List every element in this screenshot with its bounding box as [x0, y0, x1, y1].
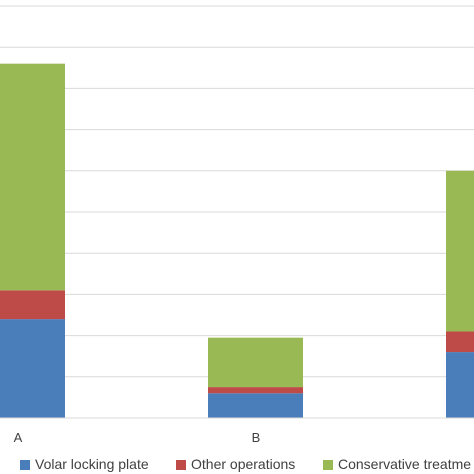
- bar-segment-3-series-3: [446, 170, 474, 332]
- legend-swatch-other: [176, 460, 186, 470]
- bar-segment-3-series-1: [446, 352, 474, 418]
- bar-segment-2-series-2: [208, 387, 303, 394]
- legend-label-conservative: Conservative treatme: [338, 456, 472, 472]
- bar-segment-1-series-3: [0, 63, 65, 291]
- bar-segment-2-series-1: [208, 393, 303, 418]
- category-label-a: A: [14, 430, 23, 445]
- bar-segment-1-series-1: [0, 319, 65, 418]
- category-label-b: B: [252, 430, 261, 445]
- legend-item-conservative: Conservative treatme: [323, 455, 471, 473]
- legend-label-other: Other operations: [191, 456, 296, 472]
- bar-segment-2-series-3: [208, 337, 303, 388]
- bars: [0, 63, 474, 418]
- legend-item-volar: Volar locking plate: [20, 455, 149, 473]
- gridlines: [0, 5, 474, 378]
- legend-swatch-volar: [20, 460, 30, 470]
- legend-swatch-conservative: [323, 460, 333, 470]
- legend-label-volar: Volar locking plate: [35, 456, 149, 472]
- bar-segment-3-series-2: [446, 331, 474, 353]
- bar-segment-1-series-2: [0, 290, 65, 320]
- legend-item-other: Other operations: [176, 455, 295, 473]
- legend: Volar locking plate Other operations Con…: [0, 455, 474, 473]
